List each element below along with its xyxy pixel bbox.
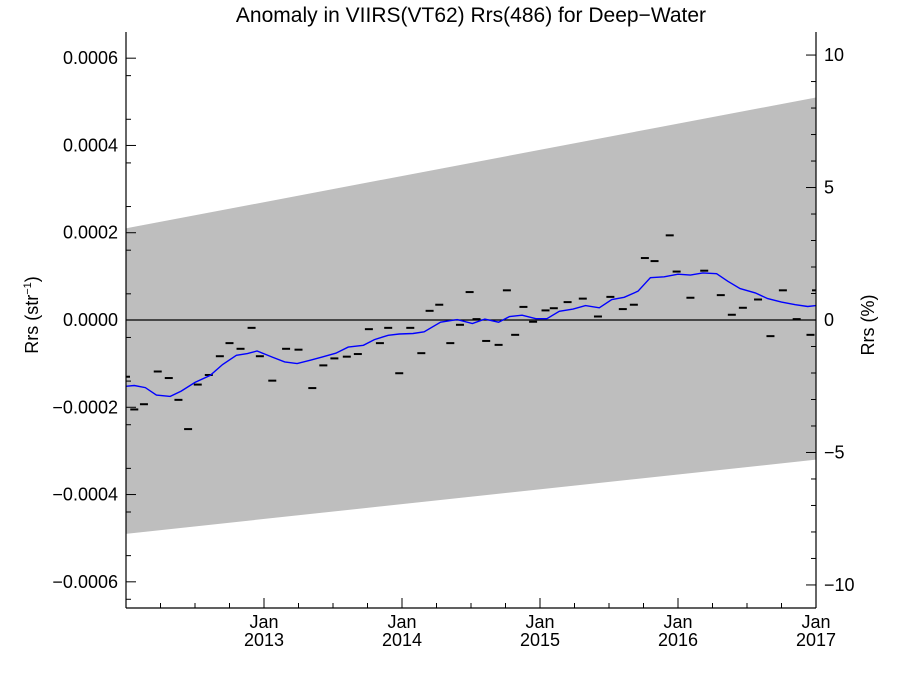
y-left-tick-label: −0.0004 [52, 485, 118, 505]
y-left-tick-label: −0.0006 [52, 572, 118, 592]
y-axis-label-left-text: Rrs (str [22, 295, 42, 354]
x-tick-label-year: 2017 [796, 630, 836, 650]
axes: 0.0006 0.0004 0.0002 0.0000 −0.0002 −0.0004 −0… [52, 32, 855, 650]
y-axis-label-left-superscript: −1 [22, 282, 34, 295]
uncertainty-band [126, 97, 816, 534]
y-left-tick-label: 0.0000 [63, 310, 118, 330]
y-axis-label-left: Rrs (str−1) [22, 276, 42, 354]
y-right-tick-label: 5 [824, 178, 834, 198]
y-left-tick-label: 0.0004 [63, 135, 118, 155]
y-right-tick-label: 0 [824, 310, 834, 330]
chart-title: Anomaly in VIIRS(VT62) Rrs(486) for Deep… [236, 4, 706, 27]
y-axis-label-right: Rrs (%) [858, 295, 878, 356]
x-tick-label-month: Jan [801, 612, 830, 632]
x-tick-label-year: 2016 [658, 630, 698, 650]
x-tick-label-month: Jan [663, 612, 692, 632]
y-axis-label-left-close: ) [22, 276, 42, 282]
y-right-tick-label: −10 [824, 575, 855, 595]
x-tick-label-month: Jan [249, 612, 278, 632]
y-right-tick-label: −5 [824, 442, 845, 462]
y-left-tick-label: −0.0002 [52, 397, 118, 417]
x-tick-label-month: Jan [525, 612, 554, 632]
x-tick-label-year: 2014 [382, 630, 422, 650]
y-left-tick-label: 0.0006 [63, 48, 118, 68]
series-1-line [126, 272, 816, 398]
plot-content [126, 97, 816, 534]
x-tick-label-month: Jan [387, 612, 416, 632]
y-left-tick-label: 0.0002 [63, 223, 118, 243]
y-right-tick-label: 10 [824, 45, 844, 65]
x-tick-label-year: 2013 [244, 630, 284, 650]
plot-area [126, 97, 816, 534]
x-tick-label-year: 2015 [520, 630, 560, 650]
